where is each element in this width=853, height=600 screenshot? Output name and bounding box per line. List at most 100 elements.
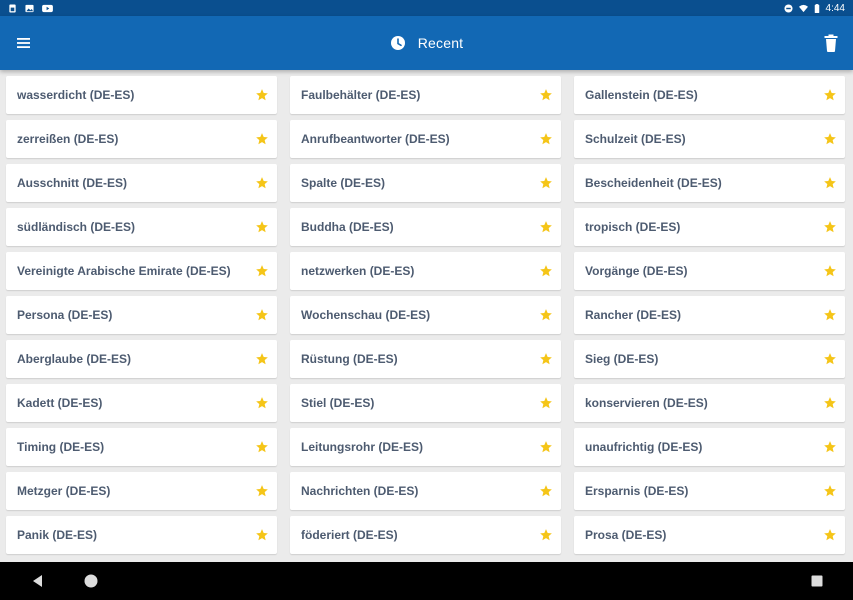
recent-item-label: Nachrichten (DE-ES) xyxy=(301,484,419,498)
navigation-bar xyxy=(0,562,853,600)
star-icon[interactable] xyxy=(539,528,553,542)
star-icon[interactable] xyxy=(539,88,553,102)
recent-item-label: Panik (DE-ES) xyxy=(17,528,98,542)
star-icon[interactable] xyxy=(823,352,837,366)
hamburger-menu-icon[interactable] xyxy=(12,31,36,55)
recent-item[interactable]: Kadett (DE-ES) xyxy=(6,384,277,422)
star-icon[interactable] xyxy=(823,528,837,542)
star-icon[interactable] xyxy=(255,352,269,366)
trash-icon[interactable] xyxy=(819,31,843,55)
sim-icon xyxy=(9,3,16,13)
recent-item-label: wasserdicht (DE-ES) xyxy=(17,88,135,102)
recent-item[interactable]: Ersparnis (DE-ES) xyxy=(574,472,845,510)
recent-item[interactable]: Vorgänge (DE-ES) xyxy=(574,252,845,290)
recent-item-label: Gallenstein (DE-ES) xyxy=(585,88,698,102)
recent-item[interactable]: Nachrichten (DE-ES) xyxy=(290,472,561,510)
recent-item[interactable]: Spalte (DE-ES) xyxy=(290,164,561,202)
recent-item[interactable]: Buddha (DE-ES) xyxy=(290,208,561,246)
back-icon[interactable] xyxy=(30,573,46,589)
recent-item[interactable]: Stiel (DE-ES) xyxy=(290,384,561,422)
app-title-group: Recent xyxy=(0,16,853,70)
recent-item[interactable]: netzwerken (DE-ES) xyxy=(290,252,561,290)
home-icon[interactable] xyxy=(83,573,99,589)
star-icon[interactable] xyxy=(823,220,837,234)
recent-item[interactable]: Leitungsrohr (DE-ES) xyxy=(290,428,561,466)
recent-item[interactable]: konservieren (DE-ES) xyxy=(574,384,845,422)
star-icon[interactable] xyxy=(539,308,553,322)
recent-item[interactable]: tropisch (DE-ES) xyxy=(574,208,845,246)
recent-item[interactable]: Aberglaube (DE-ES) xyxy=(6,340,277,378)
recent-item-label: Prosa (DE-ES) xyxy=(585,528,667,542)
recents-icon[interactable] xyxy=(809,573,825,589)
recent-item[interactable]: Ausschnitt (DE-ES) xyxy=(6,164,277,202)
star-icon[interactable] xyxy=(539,352,553,366)
recent-item-label: Vereinigte Arabische Emirate (DE-ES) xyxy=(17,264,231,278)
star-icon[interactable] xyxy=(539,132,553,146)
recent-item[interactable]: zerreißen (DE-ES) xyxy=(6,120,277,158)
recent-item-label: Ausschnitt (DE-ES) xyxy=(17,176,128,190)
recent-item-label: Wochenschau (DE-ES) xyxy=(301,308,431,322)
recent-item[interactable]: Sieg (DE-ES) xyxy=(574,340,845,378)
recent-item[interactable]: Faulbehälter (DE-ES) xyxy=(290,76,561,114)
status-bar: 4:44 xyxy=(0,0,853,16)
recent-item[interactable]: unaufrichtig (DE-ES) xyxy=(574,428,845,466)
recent-item[interactable]: Wochenschau (DE-ES) xyxy=(290,296,561,334)
recent-item[interactable]: Gallenstein (DE-ES) xyxy=(574,76,845,114)
star-icon[interactable] xyxy=(255,264,269,278)
star-icon[interactable] xyxy=(823,176,837,190)
recent-item[interactable]: Anrufbeantworter (DE-ES) xyxy=(290,120,561,158)
recent-item-label: netzwerken (DE-ES) xyxy=(301,264,415,278)
star-icon[interactable] xyxy=(823,132,837,146)
recent-item[interactable]: Metzger (DE-ES) xyxy=(6,472,277,510)
star-icon[interactable] xyxy=(255,396,269,410)
recent-item-label: Rüstung (DE-ES) xyxy=(301,352,398,366)
recent-list: wasserdicht (DE-ES) Faulbehälter (DE-ES) G… xyxy=(6,76,847,554)
recent-item-label: südländisch (DE-ES) xyxy=(17,220,136,234)
star-icon[interactable] xyxy=(255,440,269,454)
youtube-icon xyxy=(42,4,53,12)
star-icon[interactable] xyxy=(255,88,269,102)
recent-item[interactable]: Timing (DE-ES) xyxy=(6,428,277,466)
recent-item-label: föderiert (DE-ES) xyxy=(301,528,398,542)
recent-item-label: zerreißen (DE-ES) xyxy=(17,132,119,146)
recent-item[interactable]: wasserdicht (DE-ES) xyxy=(6,76,277,114)
recent-item-label: Spalte (DE-ES) xyxy=(301,176,386,190)
do-not-disturb-icon xyxy=(783,3,793,13)
recent-item[interactable]: Rüstung (DE-ES) xyxy=(290,340,561,378)
recent-item[interactable]: Prosa (DE-ES) xyxy=(574,516,845,554)
star-icon[interactable] xyxy=(539,440,553,454)
recent-item-label: Stiel (DE-ES) xyxy=(301,396,375,410)
star-icon[interactable] xyxy=(823,440,837,454)
recent-item[interactable]: föderiert (DE-ES) xyxy=(290,516,561,554)
star-icon[interactable] xyxy=(539,220,553,234)
star-icon[interactable] xyxy=(255,220,269,234)
recent-item[interactable]: Schulzeit (DE-ES) xyxy=(574,120,845,158)
star-icon[interactable] xyxy=(255,132,269,146)
recent-item-label: Leitungsrohr (DE-ES) xyxy=(301,440,423,454)
star-icon[interactable] xyxy=(539,176,553,190)
star-icon[interactable] xyxy=(823,396,837,410)
app-bar: Recent xyxy=(0,16,853,70)
star-icon[interactable] xyxy=(823,308,837,322)
star-icon[interactable] xyxy=(539,264,553,278)
recent-item-label: Ersparnis (DE-ES) xyxy=(585,484,689,498)
star-icon[interactable] xyxy=(255,528,269,542)
star-icon[interactable] xyxy=(539,396,553,410)
recent-item[interactable]: Rancher (DE-ES) xyxy=(574,296,845,334)
star-icon[interactable] xyxy=(255,176,269,190)
recent-item[interactable]: Vereinigte Arabische Emirate (DE-ES) xyxy=(6,252,277,290)
star-icon[interactable] xyxy=(255,308,269,322)
recent-item[interactable]: Panik (DE-ES) xyxy=(6,516,277,554)
star-icon[interactable] xyxy=(823,88,837,102)
star-icon[interactable] xyxy=(539,484,553,498)
recent-item-label: Vorgänge (DE-ES) xyxy=(585,264,688,278)
recent-item-label: Rancher (DE-ES) xyxy=(585,308,682,322)
battery-icon xyxy=(814,3,819,13)
star-icon[interactable] xyxy=(255,484,269,498)
recent-item[interactable]: südländisch (DE-ES) xyxy=(6,208,277,246)
recent-item-label: Faulbehälter (DE-ES) xyxy=(301,88,421,102)
recent-item[interactable]: Bescheidenheit (DE-ES) xyxy=(574,164,845,202)
recent-item[interactable]: Persona (DE-ES) xyxy=(6,296,277,334)
star-icon[interactable] xyxy=(823,484,837,498)
star-icon[interactable] xyxy=(823,264,837,278)
